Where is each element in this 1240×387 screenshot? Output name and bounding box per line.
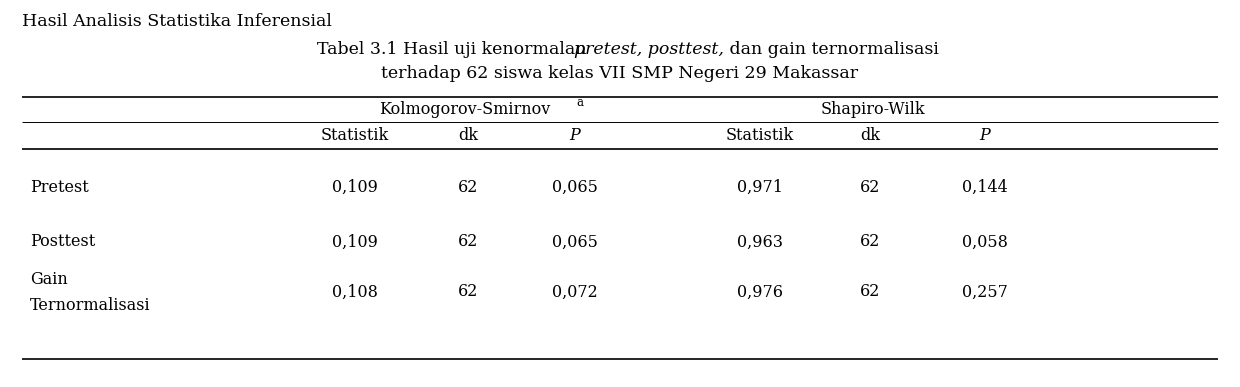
Text: Statistik: Statistik — [321, 127, 389, 144]
Text: 0,072: 0,072 — [552, 284, 598, 300]
Text: Statistik: Statistik — [725, 127, 794, 144]
Text: P: P — [569, 127, 580, 144]
Text: Ternormalisasi: Ternormalisasi — [30, 296, 150, 313]
Text: 0,109: 0,109 — [332, 178, 378, 195]
Text: 62: 62 — [458, 233, 479, 250]
Text: pretest, posttest,: pretest, posttest, — [574, 41, 724, 58]
Text: 0,144: 0,144 — [962, 178, 1008, 195]
Text: 62: 62 — [458, 284, 479, 300]
Text: P: P — [980, 127, 991, 144]
Text: Posttest: Posttest — [30, 233, 95, 250]
Text: 0,109: 0,109 — [332, 233, 378, 250]
Text: Hasil Analisis Statistika Inferensial: Hasil Analisis Statistika Inferensial — [22, 14, 332, 31]
Text: 0,065: 0,065 — [552, 233, 598, 250]
Text: dan gain ternormalisasi: dan gain ternormalisasi — [724, 41, 939, 58]
Text: 0,963: 0,963 — [737, 233, 782, 250]
Text: terhadap 62 siswa kelas VII SMP Negeri 29 Makassar: terhadap 62 siswa kelas VII SMP Negeri 2… — [382, 65, 858, 82]
Text: a: a — [577, 96, 584, 109]
Text: Shapiro-Wilk: Shapiro-Wilk — [820, 101, 925, 118]
Text: 0,971: 0,971 — [737, 178, 782, 195]
Text: 0,976: 0,976 — [737, 284, 782, 300]
Text: 62: 62 — [859, 233, 880, 250]
Text: 62: 62 — [859, 178, 880, 195]
Text: dk: dk — [458, 127, 477, 144]
Text: 0,257: 0,257 — [962, 284, 1008, 300]
Text: 62: 62 — [859, 284, 880, 300]
Text: 0,065: 0,065 — [552, 178, 598, 195]
Text: 0,108: 0,108 — [332, 284, 378, 300]
Text: 0,058: 0,058 — [962, 233, 1008, 250]
Text: 62: 62 — [458, 178, 479, 195]
Text: Pretest: Pretest — [30, 178, 89, 195]
Text: dk: dk — [861, 127, 880, 144]
Text: Kolmogorov-Smirnov: Kolmogorov-Smirnov — [379, 101, 551, 118]
Text: Tabel 3.1 Hasil uji kenormalan: Tabel 3.1 Hasil uji kenormalan — [317, 41, 591, 58]
Text: Gain: Gain — [30, 271, 68, 288]
